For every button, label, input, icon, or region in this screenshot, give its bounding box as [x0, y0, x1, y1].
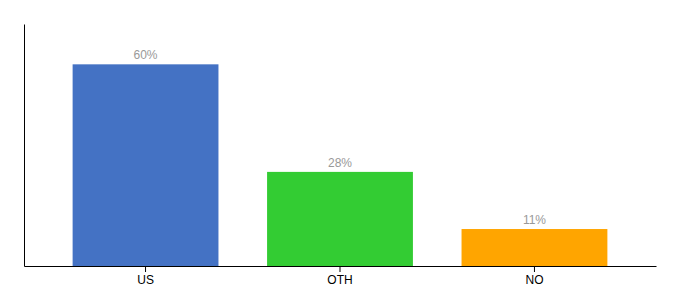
- bar: [267, 172, 413, 266]
- chart-svg: US OTH NO 60% 28% 11%: [0, 0, 680, 300]
- x-tick: OTH: [327, 266, 352, 287]
- x-tick-label: OTH: [327, 273, 352, 287]
- x-tick: NO: [525, 266, 543, 287]
- x-tick-mark: [145, 266, 146, 272]
- x-tick-mark: [340, 266, 341, 272]
- x-tick-mark: [534, 266, 535, 272]
- bars: [73, 64, 608, 266]
- bar: [73, 64, 219, 266]
- y-axis-line: [24, 25, 25, 267]
- y-axis: [24, 25, 25, 267]
- x-axis: US OTH NO: [25, 266, 657, 287]
- chart-container: US OTH NO 60% 28% 11%: [0, 0, 680, 300]
- bar: [462, 229, 608, 266]
- data-labels: 60% 28% 11%: [134, 48, 547, 227]
- data-label: 60%: [134, 48, 158, 62]
- data-label: 11%: [523, 213, 546, 227]
- x-tick-label: NO: [525, 273, 543, 287]
- x-tick: US: [137, 266, 154, 287]
- x-tick-label: US: [137, 273, 154, 287]
- data-label: 28%: [328, 156, 352, 170]
